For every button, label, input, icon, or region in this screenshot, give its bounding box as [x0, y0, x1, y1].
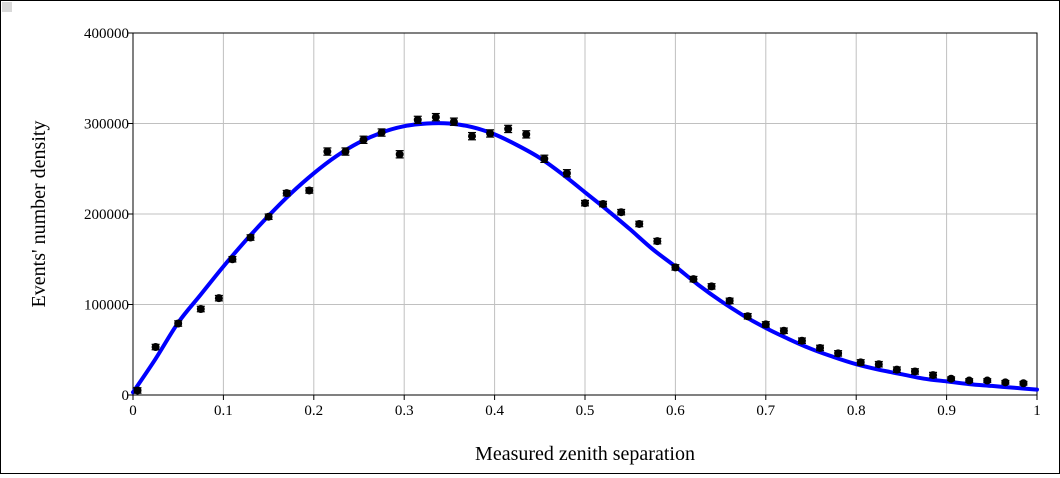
- data-point: [359, 135, 368, 144]
- data-point: [856, 358, 865, 367]
- data-point: [965, 376, 974, 385]
- data-point: [196, 305, 205, 314]
- data-point: [743, 312, 752, 321]
- data-point: [431, 113, 440, 122]
- data-point: [910, 367, 919, 376]
- data-point: [797, 336, 806, 345]
- data-point: [540, 154, 549, 163]
- y-tick-label: 100000: [84, 298, 129, 314]
- data-point: [834, 349, 843, 358]
- y-tick-label: 400000: [84, 26, 129, 42]
- data-point: [174, 319, 183, 328]
- x-tick-label: 0.5: [576, 403, 595, 419]
- y-axis-label: Events' number density: [28, 121, 50, 308]
- data-point: [671, 263, 680, 272]
- x-tick-label: 0.9: [937, 403, 956, 419]
- data-point: [282, 189, 291, 198]
- y-tick-label: 300000: [84, 117, 129, 133]
- data-point: [486, 129, 495, 138]
- data-point: [635, 219, 644, 228]
- data-point: [874, 360, 883, 369]
- data-point: [377, 128, 386, 137]
- data-point: [305, 186, 314, 195]
- data-point: [562, 169, 571, 178]
- data-point: [689, 275, 698, 284]
- data-point: [151, 343, 160, 352]
- corner-marker: [2, 2, 12, 12]
- data-point: [653, 237, 662, 246]
- x-tick-label: 1: [1033, 403, 1041, 419]
- data-point: [1019, 379, 1028, 388]
- x-axis-ticks: 0 0.1 0.2 0.3 0.4 0.5 0.6 0.7 0.8 0.9 1: [129, 395, 1041, 419]
- x-tick-label: 0: [129, 403, 137, 419]
- x-tick-label: 0.8: [847, 403, 866, 419]
- data-point: [214, 294, 223, 303]
- data-point: [246, 233, 255, 242]
- fit-curve-layer: [131, 121, 1039, 395]
- x-tick-label: 0.3: [395, 403, 414, 419]
- data-point: [983, 376, 992, 385]
- data-point: [779, 326, 788, 335]
- data-point: [395, 150, 404, 159]
- data-point: [947, 374, 956, 383]
- data-point: [617, 208, 626, 217]
- fit-curve: [131, 121, 1039, 395]
- data-point: [1001, 378, 1010, 387]
- data-point: [133, 386, 142, 395]
- data-point: [892, 365, 901, 374]
- y-tick-label: 0: [122, 388, 130, 404]
- x-tick-label: 0.7: [756, 403, 775, 419]
- data-point: [413, 115, 422, 124]
- data-point: [929, 371, 938, 380]
- data-point: [264, 212, 273, 221]
- x-tick-label: 0.4: [485, 403, 504, 419]
- data-point: [341, 147, 350, 156]
- x-axis-label: Measured zenith separation: [475, 443, 695, 465]
- data-point: [449, 117, 458, 126]
- x-tick-label: 0.2: [304, 403, 323, 419]
- data-point: [707, 282, 716, 291]
- x-tick-label: 0.6: [666, 403, 685, 419]
- data-point: [581, 199, 589, 208]
- data-point: [504, 124, 513, 133]
- grid: [133, 33, 1037, 395]
- data-points-layer: [133, 112, 1028, 395]
- data-point: [323, 147, 332, 156]
- y-axis-ticks: 0 100000 200000 300000 400000: [84, 26, 133, 404]
- x-tick-label: 0.1: [214, 403, 233, 419]
- data-point: [468, 132, 476, 141]
- data-point: [522, 130, 531, 139]
- data-point: [599, 200, 608, 209]
- data-point: [228, 255, 237, 264]
- data-point: [816, 343, 825, 352]
- data-point: [761, 320, 770, 329]
- y-tick-label: 200000: [84, 207, 129, 223]
- data-point: [725, 296, 734, 305]
